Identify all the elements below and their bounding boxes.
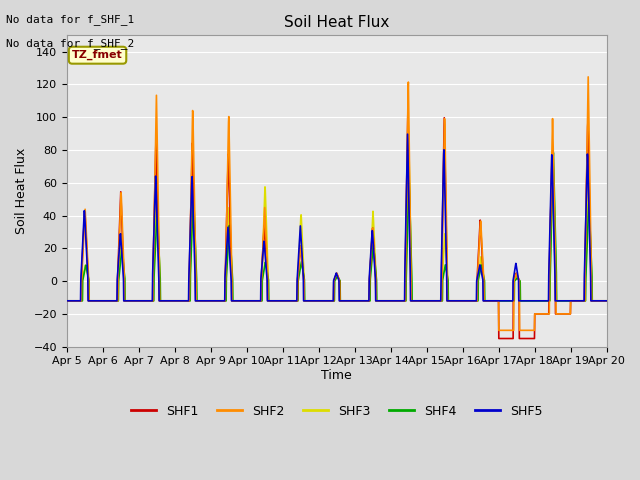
Text: TZ_fmet: TZ_fmet [72, 50, 123, 60]
Y-axis label: Soil Heat Flux: Soil Heat Flux [15, 148, 28, 234]
X-axis label: Time: Time [321, 369, 352, 382]
Title: Soil Heat Flux: Soil Heat Flux [284, 15, 389, 30]
Text: No data for f_SHF_1: No data for f_SHF_1 [6, 14, 134, 25]
Text: No data for f_SHF_2: No data for f_SHF_2 [6, 38, 134, 49]
Legend: SHF1, SHF2, SHF3, SHF4, SHF5: SHF1, SHF2, SHF3, SHF4, SHF5 [125, 400, 548, 423]
